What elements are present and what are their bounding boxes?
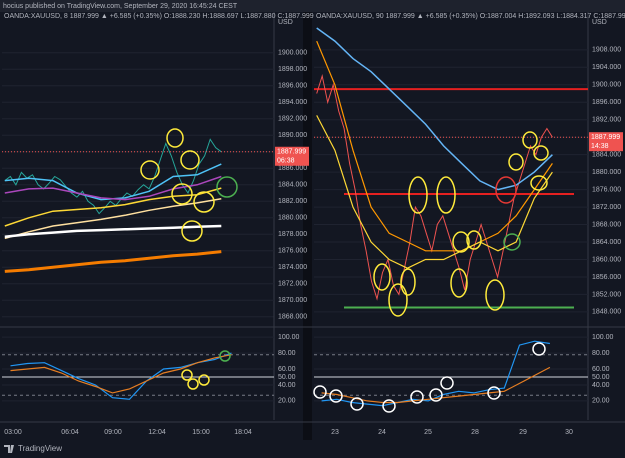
y-tick-label: 1856.000 — [592, 274, 621, 281]
y-tick-label: 1848.000 — [592, 309, 621, 316]
series-line — [10, 354, 232, 394]
x-tick-label: 03:00 — [4, 429, 22, 436]
y-tick-label: 1896.000 — [592, 99, 621, 106]
x-tick-label: 09:00 — [104, 429, 122, 436]
y-tick-label: 1880.000 — [278, 215, 307, 222]
y-tick-label: 1896.000 — [278, 83, 307, 90]
last-price-box — [589, 132, 623, 152]
y-tick-label: 1882.000 — [278, 198, 307, 205]
y-tick-label: 80.00 — [592, 350, 610, 357]
last-price-box — [275, 146, 309, 166]
y-tick-label: 1868.000 — [592, 221, 621, 228]
x-tick-label: 25 — [424, 429, 432, 436]
y-tick-label: 1880.000 — [592, 169, 621, 176]
y-tick-label: 1852.000 — [592, 291, 621, 298]
series-line — [4, 198, 222, 240]
y-tick-label: 1868.000 — [278, 314, 307, 321]
y-tick-label: 60.00 — [592, 366, 610, 373]
y-tick-label: 1894.000 — [278, 99, 307, 106]
x-tick-label: 06:04 — [61, 429, 79, 436]
y-tick-label: 1860.000 — [592, 256, 621, 263]
y-tick-label: 60.00 — [278, 366, 296, 373]
series-line — [316, 115, 553, 269]
y-tick-label: 1892.000 — [278, 116, 307, 123]
series-line — [321, 340, 550, 407]
y-tick-label: 100.00 — [592, 334, 614, 341]
y-tick-label: 1904.000 — [592, 64, 621, 71]
y-tick-label: 40.00 — [592, 382, 610, 389]
y-tick-label: 80.00 — [278, 350, 296, 357]
y-tick-label: 1870.000 — [278, 297, 307, 304]
last-price-label: 1887.999 — [277, 149, 306, 156]
y-tick-label: 20.00 — [592, 398, 610, 405]
series-line — [4, 250, 222, 273]
axis-unit: USD — [592, 19, 607, 26]
countdown-label: 14:38 — [591, 143, 609, 150]
y-tick-label: 1872.000 — [592, 204, 621, 211]
chart-header: OANDA:XAUUSD, 90 1887.999 ▲ +6.585 (+0.3… — [316, 13, 625, 20]
y-tick-label: 1876.000 — [592, 186, 621, 193]
y-tick-label: 1878.000 — [278, 231, 307, 238]
series-line — [4, 138, 222, 215]
y-tick-label: 1908.000 — [592, 47, 621, 54]
y-tick-label: 1864.000 — [592, 239, 621, 246]
series-line — [4, 224, 222, 238]
x-tick-label: 12:04 — [148, 429, 166, 436]
y-tick-label: 1874.000 — [278, 264, 307, 271]
y-tick-label: 1884.000 — [592, 152, 621, 159]
y-tick-label: 50.00 — [278, 374, 296, 381]
y-tick-label: 1876.000 — [278, 248, 307, 255]
logo — [4, 445, 14, 453]
series-line — [4, 187, 222, 227]
x-tick-label: 28 — [471, 429, 479, 436]
y-tick-label: 1898.000 — [278, 66, 307, 73]
y-tick-label: 1892.000 — [592, 117, 621, 124]
y-tick-label: 1886.000 — [278, 165, 307, 172]
series-line — [316, 40, 553, 252]
axis-unit: USD — [278, 19, 293, 26]
series-line — [4, 175, 222, 201]
y-tick-label: 1900.000 — [278, 50, 307, 57]
countdown-label: 06:38 — [277, 158, 295, 165]
last-price-label: 1887.999 — [591, 134, 620, 141]
y-tick-label: 1872.000 — [278, 281, 307, 288]
x-tick-label: 23 — [331, 429, 339, 436]
annotations — [140, 128, 549, 413]
top-bar — [0, 0, 625, 12]
y-tick-label: 100.00 — [278, 334, 300, 341]
x-tick-label: 18:04 — [234, 429, 252, 436]
series-line — [316, 27, 553, 191]
x-tick-label: 30 — [565, 429, 573, 436]
y-tick-label: 20.00 — [278, 398, 296, 405]
series-line — [316, 74, 553, 301]
footer-brand: TradingView — [18, 444, 62, 453]
y-tick-label: 50.00 — [592, 374, 610, 381]
divider — [303, 12, 312, 440]
chart-header: OANDA:XAUUSD, 8 1887.999 ▲ +6.585 (+0.35… — [4, 13, 314, 20]
x-tick-label: 24 — [378, 429, 386, 436]
y-tick-label: 40.00 — [278, 382, 296, 389]
publish-info: hocius published on TradingView.com, Sep… — [3, 3, 238, 10]
x-tick-label: 29 — [519, 429, 527, 436]
y-tick-label: 1884.000 — [278, 182, 307, 189]
y-tick-label: 1900.000 — [592, 82, 621, 89]
y-tick-label: 1890.000 — [278, 132, 307, 139]
x-tick-label: 15:00 — [192, 429, 210, 436]
